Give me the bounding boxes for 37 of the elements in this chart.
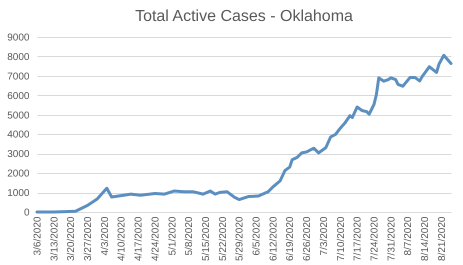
x-tick-label: 5/29/2020 — [234, 216, 246, 261]
line-series — [36, 54, 452, 214]
x-tick-label: 4/3/2020 — [100, 216, 111, 256]
x-tick-label: 5/22/2020 — [218, 216, 229, 261]
y-tick-label: 5000 — [7, 110, 30, 122]
x-tick-label: 5/15/2020 — [200, 216, 212, 261]
y-tick-label: 1000 — [7, 188, 30, 200]
x-tick-label: 6/19/2020 — [285, 216, 296, 261]
x-tick-label: 4/17/2020 — [134, 216, 145, 261]
x-tick-label: 3/6/2020 — [32, 216, 44, 256]
x-tick-label: 6/5/2020 — [252, 216, 263, 256]
y-tick-label: 3000 — [7, 149, 30, 160]
x-tick-label: 5/8/2020 — [184, 216, 196, 256]
x-tick-label: 8/21/2020 — [436, 216, 448, 261]
x-tick-label: 7/10/2020 — [336, 216, 347, 261]
x-tick-label: 6/26/2020 — [302, 216, 314, 261]
y-tick-label: 7000 — [7, 71, 30, 82]
x-tick-label: 7/3/2020 — [318, 216, 330, 256]
y-tick-label: 4000 — [7, 130, 30, 141]
x-tick-label: 3/20/2020 — [66, 216, 78, 261]
y-tick-label: 8000 — [7, 52, 30, 63]
x-tick-label: 7/24/2020 — [369, 216, 380, 261]
x-tick-label: 3/13/2020 — [49, 216, 60, 261]
x-tick-label: 4/24/2020 — [150, 216, 162, 261]
x-tick-label: 4/10/2020 — [116, 216, 128, 261]
x-tick-label: 3/27/2020 — [83, 216, 94, 261]
x-tick-label: 8/7/2020 — [403, 216, 414, 256]
y-tick-label: 2000 — [7, 168, 30, 180]
x-tick-label: 7/31/2020 — [386, 216, 398, 261]
y-tick-label: 6000 — [7, 90, 30, 102]
y-tick-label: 9000 — [7, 32, 30, 44]
x-tick-label: 8/14/2020 — [420, 216, 432, 261]
chart-title: Total Active Cases - Oklahoma — [135, 8, 354, 25]
x-tick-label: 5/1/2020 — [167, 216, 178, 256]
x-tick-label: 6/12/2020 — [268, 216, 280, 261]
y-tick-label: 0 — [24, 208, 30, 218]
x-tick-label: 7/17/2020 — [352, 216, 364, 261]
